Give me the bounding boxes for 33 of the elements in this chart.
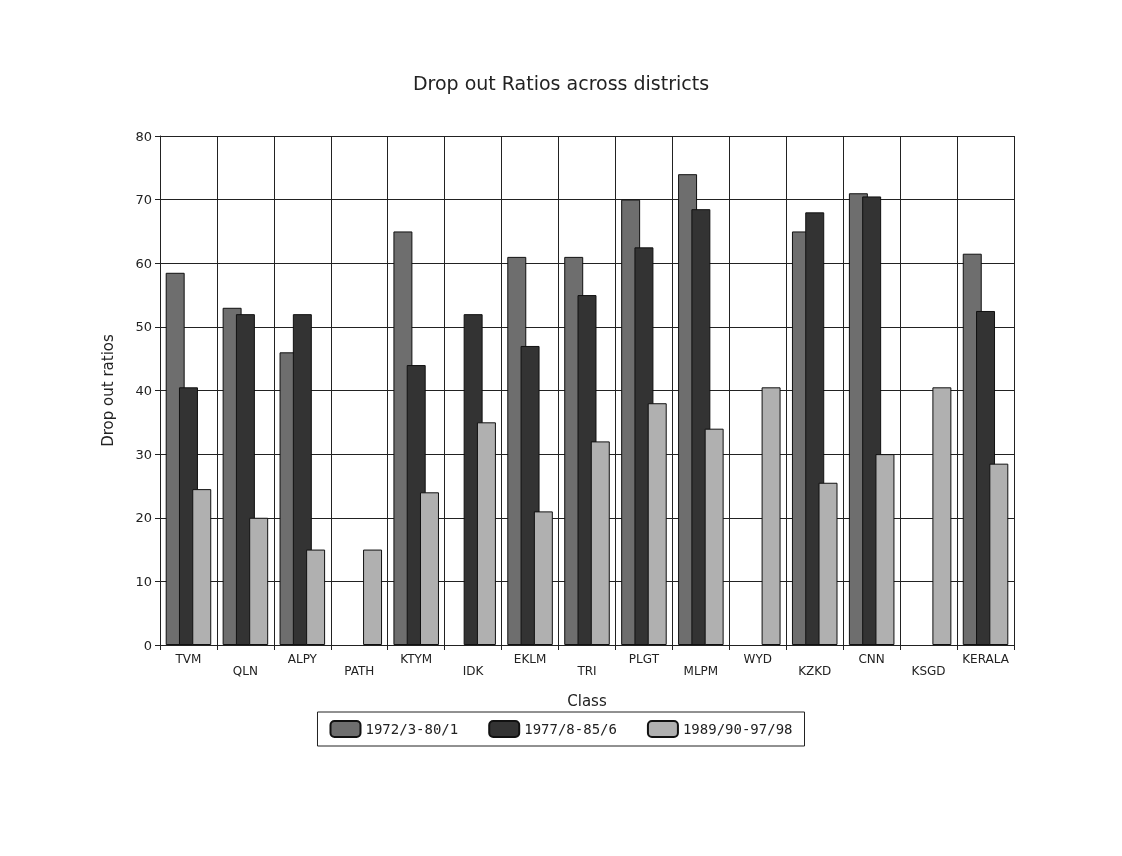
x-tick-label: KSGD bbox=[911, 664, 946, 678]
y-tick-label: 30 bbox=[135, 446, 152, 462]
x-tick-label: QLN bbox=[232, 664, 258, 678]
legend-label: 1989/90-97/98 bbox=[682, 721, 793, 737]
x-axis-title: Class bbox=[567, 691, 607, 710]
y-axis-title: Drop out ratios bbox=[98, 334, 117, 447]
x-tick-label: TVM bbox=[174, 652, 202, 666]
bar bbox=[932, 387, 952, 645]
y-tick-label: 20 bbox=[135, 510, 152, 526]
x-tick-label: WYD bbox=[743, 652, 773, 666]
x-tick-label: EKLM bbox=[513, 652, 547, 666]
y-tick-label: 40 bbox=[135, 383, 152, 398]
y-tick-label: 50 bbox=[135, 319, 152, 335]
x-tick-label: ALPY bbox=[287, 652, 318, 666]
x-tick-label: TRI bbox=[576, 664, 597, 678]
x-tick-label: KERALA bbox=[962, 652, 1010, 666]
legend-label: 1977/8-85/6 bbox=[524, 721, 617, 737]
x-tick-label: IDK bbox=[462, 664, 485, 678]
y-tick-label: 80 bbox=[135, 128, 152, 144]
y-tick-label: 10 bbox=[135, 573, 152, 589]
bar bbox=[363, 549, 383, 645]
y-tick-label: 70 bbox=[135, 192, 152, 208]
x-tick-label: MLPM bbox=[683, 664, 719, 678]
bar bbox=[761, 387, 781, 645]
y-tick-label: 0 bbox=[143, 637, 152, 653]
legend-label: 1972/3-80/1 bbox=[365, 721, 459, 737]
x-tick-label: KZKD bbox=[798, 664, 832, 678]
x-tick-label: KTYM bbox=[400, 652, 433, 666]
y-tick-label: 60 bbox=[135, 255, 152, 271]
x-tick-label: PATH bbox=[344, 664, 375, 678]
chart-title: Drop out Ratios across districts bbox=[412, 71, 710, 94]
x-tick-label: PLGT bbox=[628, 652, 660, 666]
x-tick-label: CNN bbox=[858, 652, 885, 666]
